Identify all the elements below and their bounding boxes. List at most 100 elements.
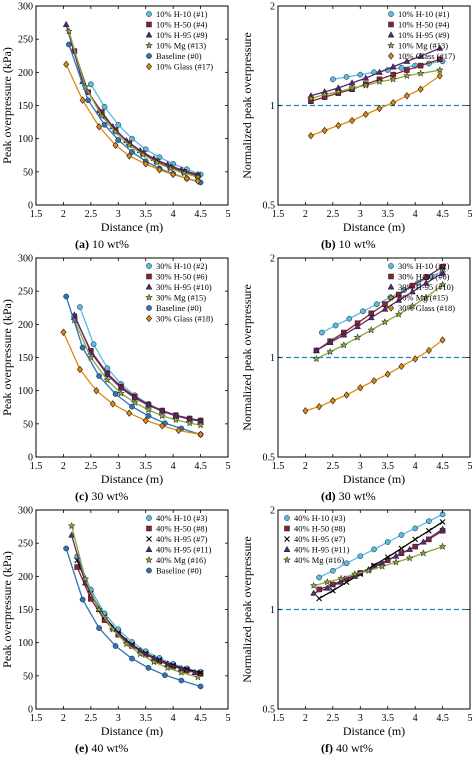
data-point-a-5-8 [183,174,190,183]
y-tick-label-e-2: 100 [18,638,33,649]
x-tick-label-c-1: 2 [61,461,66,472]
series-group-b [306,44,446,140]
series-line-b-3 [310,69,440,100]
x-tick-label-a-1: 2 [61,209,66,220]
series-group-c [60,293,205,439]
data-point-e-4-9 [193,673,202,681]
caption-b-letter: (b) [321,237,336,251]
x-tick-label-e-5: 4 [171,713,176,724]
data-point-d-2-0 [312,346,320,353]
data-point-f-4-4 [364,566,373,575]
data-point-c-3-2 [103,375,112,384]
data-point-d-2-7 [408,288,416,295]
data-point-d-4-8 [412,355,419,363]
caption-e: (e) 40 wt% [75,741,128,756]
legend-marker-a-0 [146,11,152,17]
series-line-f-0 [318,513,443,579]
legend-marker-c-4 [146,305,152,311]
x-tick-label-a-3: 3 [116,209,121,220]
y-axis-label-e: Peak overpressure (kPa) [0,551,14,668]
data-point-d-2-2 [340,331,348,338]
chart-panel-c: 1.5 2 2.5 3 3.5 4 4.5 5 0 50 100 150 200 250 300 Distan… [0,252,232,488]
data-point-c-4-1 [79,344,86,351]
legend-d: 30% H-10 (#2)30% H-50 (#6)30% H-95 (#10)… [387,261,455,313]
x-axis-label-a: Distance (m) [101,220,163,234]
legend-label-e-5: Baseline (#0) [156,566,202,576]
series-line-a-3 [68,31,199,178]
data-point-b-0-5 [398,64,405,71]
series-line-f-2 [318,521,443,600]
legend-label-c-4: Baseline (#0) [156,303,202,313]
data-point-d-4-0 [302,407,309,415]
data-point-f-4-2 [337,574,346,582]
legend-label-d-1: 30% H-50 (#6) [398,272,450,282]
legend-label-c-1: 30% H-50 (#6) [156,272,208,282]
legend-marker-d-0 [388,263,394,269]
x-tick-label-d-0: 1.5 [272,461,285,472]
legend-label-d-3: 30% Mg (#15) [398,293,448,303]
data-point-a-4-2 [101,121,108,128]
data-point-a-5-4 [126,152,133,160]
legend-label-a-5: 10% Glass (#17) [156,62,213,72]
y-tick-label-c-6: 300 [18,254,33,265]
y-tick-label-a-1: 50 [23,167,33,178]
data-point-b-4-3 [349,116,356,125]
y-tick-label-c-4: 200 [18,320,33,331]
x-tick-label-f-1: 2 [303,713,308,724]
data-point-a-3-8 [180,169,189,177]
series-line-c-0 [79,306,201,422]
data-point-c-5-5 [142,416,149,425]
legend-e: 40% H-10 (#3)40% H-50 (#8)40% H-95 (#7)4… [145,513,212,576]
legend-label-f-0: 40% H-10 (#3) [294,513,346,523]
legend-label-a-2: 10% H-95 (#9) [156,30,208,40]
legend-marker-a-3 [145,41,153,49]
legend-marker-f-3 [283,545,291,552]
data-point-d-0-2 [346,315,353,322]
y-tick-label-d-0: 0.5 [263,453,276,464]
data-point-f-0-2 [343,560,350,567]
data-point-f-2-5 [384,554,391,561]
data-point-e-5-3 [112,643,119,649]
data-point-a-3-2 [97,111,106,120]
data-point-e-4-0 [67,521,76,530]
data-point-b-4-1 [321,126,328,135]
data-point-f-3-1 [323,584,331,591]
data-point-a-0-2 [115,121,122,128]
x-tick-label-d-6: 4.5 [436,461,449,472]
data-point-a-0-1 [101,103,108,110]
series-line-e-0 [76,556,201,673]
data-point-f-0-6 [398,532,405,538]
chart-d-svg: 1.5 2 2.5 3 3.5 4 4.5 5 0.5 1 2 Distance (m) Normali… [240,254,473,487]
x-tick-label-a-0: 1.5 [30,209,43,220]
data-point-f-1-0 [316,586,322,593]
legend-label-b-3: 10% Mg (#13) [398,41,448,51]
data-point-b-2-6 [389,63,397,70]
data-point-d-1-9 [439,264,446,270]
data-point-a-5-9 [194,177,201,185]
series-line-d-2 [316,272,443,352]
data-point-f-4-3 [350,569,359,578]
chart-panel-d: 1.5 2 2.5 3 3.5 4 4.5 5 0.5 1 2 Distance (m) Normali… [238,252,474,488]
data-point-a-5-0 [63,60,70,69]
data-point-f-2-1 [329,587,336,594]
y-tick-label-c-1: 50 [23,419,33,430]
caption-f: (f) 40 wt% [321,741,373,756]
data-point-b-4-5 [376,104,383,113]
caption-d: (d) 30 wt% [321,489,376,504]
series-line-d-4 [305,339,443,412]
legend-label-d-4: 30% Glass (#18) [398,303,455,313]
y-tick-label-e-6: 300 [18,506,33,517]
x-tick-label-f-0: 1.5 [272,713,285,724]
data-point-b-3-6 [389,75,398,83]
legend-label-e-0: 40% H-10 (#3) [156,513,208,523]
chart-c-svg: 1.5 2 2.5 3 3.5 4 4.5 5050100150200250300Distan… [0,254,231,487]
data-point-e-5-1 [79,596,86,603]
y-tick-label-e-1: 50 [23,671,33,682]
data-point-c-0-0 [77,304,83,310]
data-point-b-0-2 [357,71,364,78]
data-point-d-3-5 [381,317,389,326]
series-line-d-1 [316,266,443,352]
legend-marker-e-4 [145,555,153,564]
legend-marker-a-1 [146,21,152,28]
chart-e-svg: 1.5 2 2.5 3 3.5 4 4.5 5050100150200250300Distan… [0,506,231,739]
